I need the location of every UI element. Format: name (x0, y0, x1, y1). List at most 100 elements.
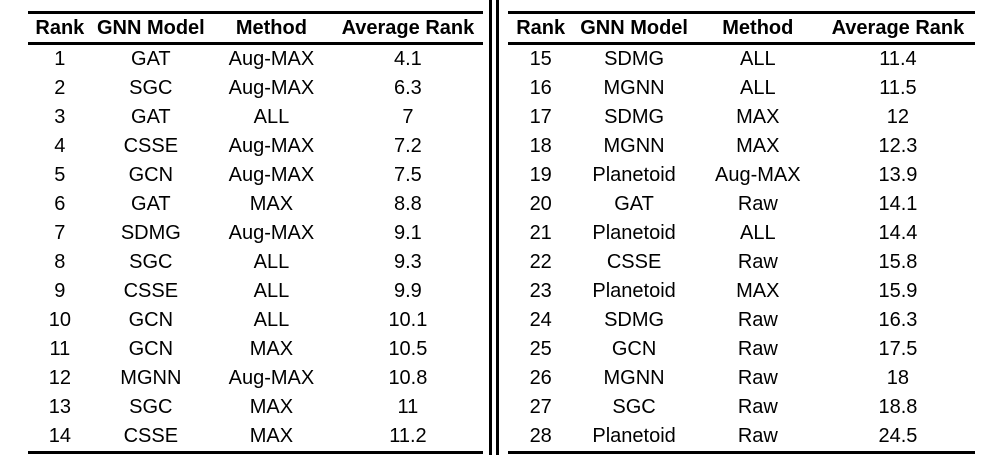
cell-method: Aug-MAX (228, 367, 315, 389)
cell-gnn-model: GCN (128, 338, 174, 360)
cell-method: Raw (737, 367, 778, 389)
cell-method: MAX (736, 135, 780, 157)
cell-rank: 13 (48, 396, 71, 418)
table-row: 24 SDMG Raw 16.3 (508, 306, 975, 335)
cell-gnn-model: GCN (611, 338, 657, 360)
cell-gnn-model: SGC (612, 396, 656, 418)
cell-average-rank: 11.5 (879, 77, 917, 99)
cell-average-rank: 14.1 (878, 193, 918, 215)
cell-rank: 8 (54, 251, 66, 273)
table-row: 14 CSSE MAX 11.2 (28, 422, 483, 454)
cell-rank: 7 (54, 222, 66, 244)
cell-method: Aug-MAX (228, 48, 315, 70)
cell-average-rank: 7.2 (394, 135, 422, 157)
table-row: 10 GCN ALL 10.1 (28, 306, 483, 335)
cell-rank: 18 (529, 135, 552, 157)
cell-method: Aug-MAX (715, 164, 801, 186)
cell-method: ALL (740, 222, 776, 244)
cell-rank: 19 (529, 164, 552, 186)
cell-rank: 26 (529, 367, 552, 389)
table-row: 4 CSSE Aug-MAX 7.2 (28, 132, 483, 161)
cell-average-rank: 13.9 (878, 164, 918, 186)
cell-average-rank: 8.8 (394, 193, 422, 215)
cell-method: Raw (737, 251, 778, 273)
cell-average-rank: 10.1 (388, 309, 428, 331)
cell-gnn-model: MGNN (603, 77, 665, 99)
double-rule-divider (489, 0, 499, 455)
cell-gnn-model: CSSE (91, 422, 210, 454)
cell-method: ALL (253, 106, 290, 128)
table-row: 8 SGC ALL 9.3 (28, 248, 483, 277)
cell-method: ALL (253, 309, 290, 331)
cell-average-rank: 10.5 (388, 338, 428, 360)
cell-method: Raw (737, 338, 778, 360)
cell-gnn-model: GAT (614, 193, 654, 215)
cell-average-rank: 9.3 (394, 251, 422, 273)
column-header-method: Method (209, 11, 333, 45)
cell-method: ALL (740, 77, 776, 99)
cell-average-rank: 4.1 (394, 48, 422, 70)
cell-rank: 23 (529, 280, 552, 302)
table-row: 20 GAT Raw 14.1 (508, 190, 975, 219)
table-row: 9 CSSE ALL 9.9 (28, 277, 483, 306)
table-row: 16 MGNN ALL 11.5 (508, 74, 975, 103)
cell-gnn-model: MGNN (120, 367, 182, 389)
cell-method: Aug-MAX (228, 77, 315, 99)
cell-gnn-model: CSSE (123, 135, 179, 157)
cell-average-rank: 17.5 (878, 338, 918, 360)
cell-method: MAX (249, 338, 294, 360)
table-row: 17 SDMG MAX 12 (508, 103, 975, 132)
cell-average-rank: 11.4 (879, 48, 917, 70)
cell-rank: 4 (54, 135, 66, 157)
cell-average-rank: 18.8 (878, 396, 918, 418)
cell-gnn-model: MGNN (603, 367, 665, 389)
cell-average-rank: 6.3 (394, 77, 422, 99)
table-row: 28 Planetoid Raw 24.5 (508, 422, 975, 454)
cell-rank: 1 (54, 48, 66, 70)
table-row: 13 SGC MAX 11 (28, 393, 483, 422)
table-row: 5 GCN Aug-MAX 7.5 (28, 161, 483, 190)
table-row: 15 SDMG ALL 11.4 (508, 44, 975, 75)
column-header-gnn-model: GNN Model (91, 11, 210, 45)
cell-method: MAX (249, 396, 294, 418)
table-row: 2 SGC Aug-MAX 6.3 (28, 74, 483, 103)
cell-method: Raw (737, 309, 778, 331)
cell-average-rank: 24.5 (820, 422, 975, 454)
cell-rank: 2 (54, 77, 66, 99)
cell-rank: 3 (54, 106, 66, 128)
table-row: 6 GAT MAX 8.8 (28, 190, 483, 219)
table-body: 1 GAT Aug-MAX 4.1 2 SGC Aug-MAX 6.3 3 GAT ALL 7 4 CSS… (28, 44, 483, 454)
table-header: Rank GNN Model Method Average Rank (508, 11, 975, 45)
cell-gnn-model: SGC (129, 77, 173, 99)
column-header-average-rank: Average Rank (820, 11, 975, 45)
cell-method: Raw (737, 396, 778, 418)
cell-average-rank: 7.5 (394, 164, 422, 186)
cell-method: Aug-MAX (228, 222, 315, 244)
cell-gnn-model: Planetoid (592, 164, 676, 186)
cell-method: ALL (253, 251, 290, 273)
cell-rank: 10 (48, 309, 71, 331)
table-row: 12 MGNN Aug-MAX 10.8 (28, 364, 483, 393)
cell-gnn-model: GCN (128, 164, 174, 186)
cell-gnn-model: SDMG (120, 222, 181, 244)
cell-gnn-model: Planetoid (573, 422, 695, 454)
cell-gnn-model: GCN (128, 309, 174, 331)
cell-method: MAX (209, 422, 333, 454)
cell-average-rank: 11 (397, 396, 419, 418)
column-header-average-rank: Average Rank (332, 11, 483, 45)
cell-method: MAX (736, 106, 780, 128)
cell-gnn-model: SDMG (604, 309, 665, 331)
cell-method: MAX (736, 280, 780, 302)
cell-method: MAX (249, 193, 294, 215)
table-row: 7 SDMG Aug-MAX 9.1 (28, 219, 483, 248)
cell-gnn-model: SDMG (604, 48, 665, 70)
cell-rank: 16 (529, 77, 552, 99)
table-row: 26 MGNN Raw 18 (508, 364, 975, 393)
cell-rank: 24 (529, 309, 552, 331)
table-row: 3 GAT ALL 7 (28, 103, 483, 132)
cell-method: Aug-MAX (228, 164, 315, 186)
table-row: 21 Planetoid ALL 14.4 (508, 219, 975, 248)
cell-rank: 25 (529, 338, 552, 360)
cell-average-rank: 15.9 (878, 280, 918, 302)
